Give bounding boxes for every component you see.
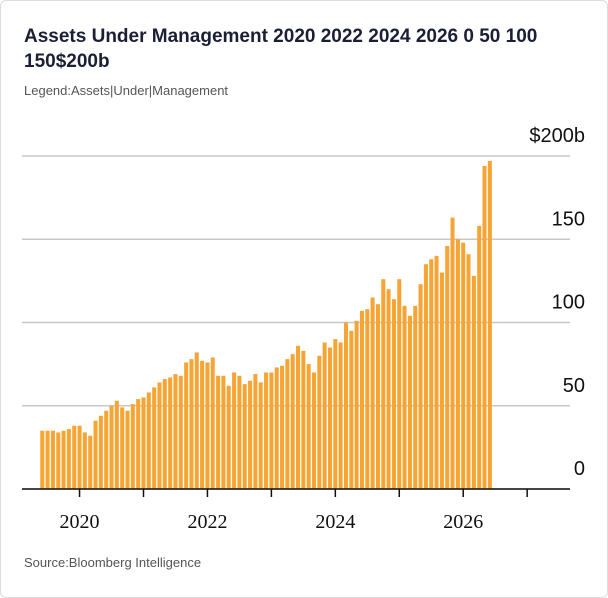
bar [178, 375, 183, 489]
bar [109, 405, 114, 489]
bar [418, 284, 423, 489]
bar [450, 217, 455, 490]
bar [173, 374, 178, 489]
x-tick-label: 2026 [443, 511, 483, 533]
y-tick-label: $200b [529, 125, 585, 147]
x-tick-label: 2022 [187, 511, 227, 533]
bar [359, 310, 365, 489]
bar [354, 320, 359, 489]
bar [40, 430, 45, 489]
bar [77, 425, 82, 489]
bar [114, 400, 119, 489]
source: Source:Bloomberg Intelligence [24, 555, 202, 570]
y-tick-label: 100 [552, 292, 585, 314]
bar [168, 377, 173, 489]
bar [301, 350, 306, 489]
y-tick-label: 150 [552, 208, 585, 230]
bar [141, 397, 146, 489]
bar [439, 272, 444, 489]
bar [370, 297, 375, 489]
bar [407, 315, 412, 489]
bar [391, 299, 396, 489]
bar [66, 429, 71, 489]
chart-title: Assets Under Management 2020 2022 2024 2… [24, 26, 538, 72]
bar [402, 305, 407, 489]
bar [296, 345, 301, 489]
bar [290, 354, 295, 489]
bar [274, 367, 279, 489]
bar [375, 304, 381, 489]
bar [333, 339, 338, 489]
bar [264, 372, 269, 489]
bar [482, 165, 487, 490]
bar [146, 392, 151, 489]
bar [434, 255, 439, 489]
bar [184, 362, 189, 489]
bar [157, 382, 162, 489]
bar [461, 242, 466, 489]
x-tick-label: 2024 [315, 511, 355, 533]
bar [269, 372, 274, 489]
bar [253, 374, 258, 489]
bar [205, 362, 210, 489]
bar [386, 289, 391, 489]
bar [136, 399, 141, 489]
bar [322, 342, 327, 489]
bar [93, 420, 98, 489]
bar [365, 309, 370, 489]
bar [152, 387, 157, 489]
bar [413, 305, 418, 489]
bar [317, 355, 322, 489]
bar [248, 380, 253, 489]
bar [232, 372, 237, 489]
bar [82, 432, 87, 489]
x-tick-label: 2020 [60, 511, 100, 533]
bar [306, 364, 311, 489]
bar [280, 365, 285, 489]
bar [477, 225, 482, 489]
bar [343, 322, 349, 489]
bar [200, 360, 205, 489]
bar [72, 425, 77, 489]
bar [216, 375, 221, 489]
bar [56, 432, 61, 489]
bar [125, 410, 130, 489]
bar [226, 385, 231, 489]
bar [221, 375, 226, 489]
bar [237, 375, 242, 489]
bar [162, 379, 167, 489]
bar [61, 430, 66, 489]
bar [242, 384, 247, 489]
bar [429, 259, 434, 489]
bar [258, 382, 263, 489]
bar [104, 410, 109, 489]
bar [397, 279, 402, 489]
bar [45, 430, 50, 489]
bar [98, 415, 103, 489]
bar [327, 347, 333, 489]
bar [189, 359, 194, 489]
bar [88, 435, 93, 489]
bar [471, 275, 476, 489]
bar [120, 407, 125, 489]
bar [210, 357, 215, 489]
bar [487, 160, 492, 489]
bar [466, 254, 471, 489]
bar [130, 404, 135, 489]
bar [455, 239, 460, 489]
legend-text: Legend:Assets|Under|Management [24, 83, 229, 98]
bar [338, 342, 343, 489]
bar [50, 430, 55, 489]
bar [194, 352, 199, 489]
bar [445, 245, 450, 489]
y-tick-label: 50 [563, 375, 585, 397]
bar [312, 372, 317, 489]
bar [285, 359, 290, 489]
bar [423, 264, 428, 489]
bar [349, 330, 354, 489]
bar [381, 279, 386, 489]
y-tick-label: 0 [574, 458, 585, 480]
